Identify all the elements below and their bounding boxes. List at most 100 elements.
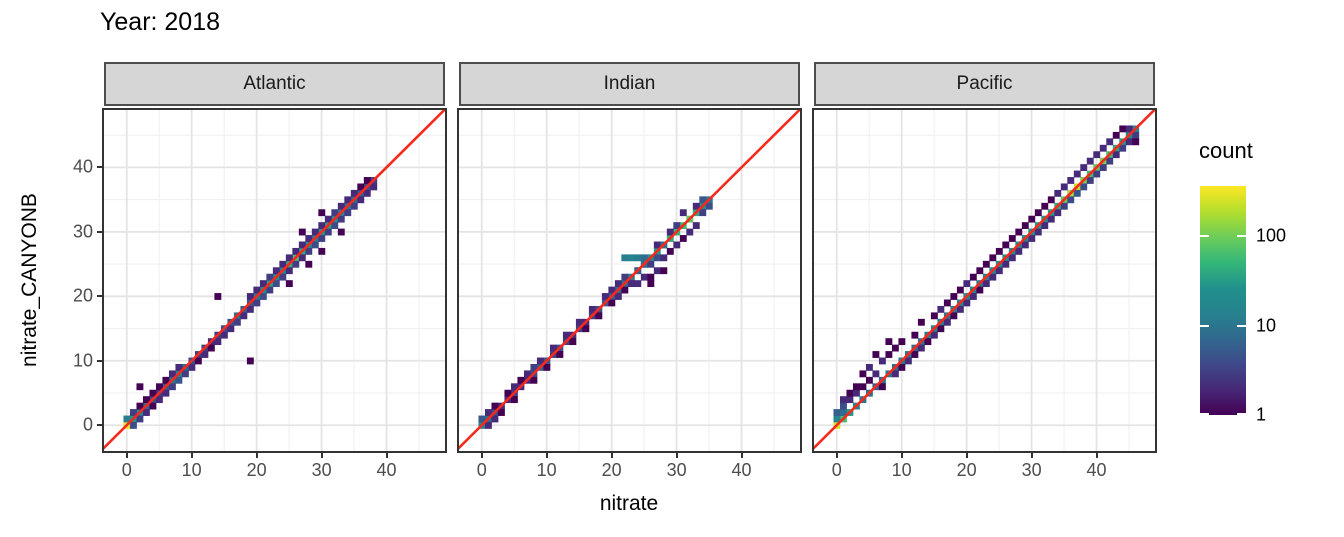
bin-tile bbox=[233, 318, 241, 326]
bin-tile bbox=[634, 254, 642, 262]
x-tick-label: 0 bbox=[831, 460, 842, 480]
bin-tile bbox=[259, 280, 267, 288]
facet-strip-label: Pacific bbox=[956, 73, 1013, 94]
bin-tile bbox=[917, 318, 925, 326]
x-tick-label: 0 bbox=[476, 460, 487, 480]
bin-tile bbox=[976, 286, 984, 294]
bin-tile bbox=[491, 402, 499, 410]
facet-strip-pacific: Pacific bbox=[814, 62, 1155, 106]
bin-tile bbox=[937, 305, 945, 313]
bin-tile bbox=[692, 202, 700, 210]
bin-tile bbox=[298, 228, 306, 236]
panel-canvas bbox=[459, 110, 800, 451]
bin-tile bbox=[207, 344, 215, 352]
bin-tile bbox=[911, 351, 919, 358]
bin-tile bbox=[562, 331, 570, 339]
bin-tile bbox=[885, 338, 893, 346]
bin-tile bbox=[331, 222, 339, 230]
x-tick-label: 30 bbox=[311, 460, 332, 480]
bin-tile bbox=[188, 363, 196, 371]
bin-tile bbox=[1002, 241, 1010, 249]
bin-tile bbox=[292, 247, 300, 255]
bin-tile bbox=[989, 273, 997, 281]
bin-tile bbox=[627, 280, 635, 288]
x-tick bbox=[675, 451, 678, 458]
bin-tile bbox=[1021, 241, 1029, 249]
bin-tile bbox=[614, 280, 622, 288]
bin-tile bbox=[989, 254, 997, 262]
bin-tile bbox=[370, 183, 378, 191]
bin-tile bbox=[956, 286, 964, 294]
bin-tile bbox=[357, 183, 365, 191]
x-tick-label: 10 bbox=[891, 460, 912, 480]
bin-tile bbox=[898, 363, 906, 371]
bin-tile bbox=[266, 286, 274, 294]
y-tick-label: 20 bbox=[72, 285, 93, 306]
bin-tile bbox=[569, 338, 577, 346]
legend-tick bbox=[1200, 413, 1209, 415]
x-tick bbox=[835, 451, 838, 458]
bin-tile bbox=[943, 299, 951, 307]
bin-tile bbox=[331, 209, 339, 217]
bin-tile bbox=[705, 202, 713, 210]
bin-tile bbox=[253, 299, 261, 307]
bin-tile bbox=[1093, 170, 1101, 178]
y-tick bbox=[97, 166, 104, 169]
bin-tile bbox=[285, 254, 293, 262]
bin-tile bbox=[129, 421, 137, 429]
bin-tile bbox=[878, 383, 886, 391]
bin-tile bbox=[588, 305, 596, 313]
bin-tile bbox=[149, 402, 157, 410]
bin-tile bbox=[846, 389, 854, 397]
bin-tile bbox=[833, 415, 841, 423]
bin-tile bbox=[673, 241, 681, 249]
bin-tile bbox=[839, 409, 847, 416]
identity-line bbox=[814, 110, 1155, 450]
bin-tile bbox=[575, 318, 583, 326]
bin-tile bbox=[484, 409, 492, 416]
bin-tile bbox=[608, 286, 616, 294]
bin-tile bbox=[175, 363, 183, 371]
legend-tick bbox=[1237, 324, 1246, 327]
bin-tile bbox=[865, 363, 873, 371]
bin-tile bbox=[1008, 235, 1016, 242]
bin-tile bbox=[1099, 164, 1107, 171]
identity-line bbox=[459, 110, 800, 450]
x-tick bbox=[190, 451, 193, 458]
facet-strip-indian: Indian bbox=[459, 62, 800, 106]
bin-tile bbox=[924, 338, 932, 346]
bin-tile bbox=[311, 228, 319, 236]
bin-tile bbox=[227, 325, 235, 333]
bin-tile bbox=[937, 325, 945, 333]
bin-tile bbox=[911, 331, 919, 339]
bin-tile bbox=[142, 396, 150, 404]
facet-panel-atlantic bbox=[102, 108, 447, 453]
facet-strip-label: Atlantic bbox=[243, 73, 306, 94]
bin-tile bbox=[279, 273, 287, 281]
y-tick-label: 40 bbox=[72, 156, 93, 177]
bin-tile bbox=[839, 402, 847, 410]
x-axis-title: nitrate bbox=[599, 492, 659, 515]
y-tick-label: 0 bbox=[82, 414, 93, 435]
bin-tile bbox=[1002, 260, 1010, 268]
bin-tile bbox=[149, 389, 157, 397]
bin-tile bbox=[266, 273, 274, 281]
bin-tile bbox=[168, 370, 176, 378]
bin-tile bbox=[357, 196, 365, 204]
panel-canvas bbox=[814, 110, 1155, 451]
bin-tile bbox=[1080, 183, 1088, 191]
bin-tile bbox=[1080, 164, 1088, 171]
bin-tile bbox=[1008, 254, 1016, 262]
bin-tile bbox=[653, 267, 661, 275]
bin-tile bbox=[298, 241, 306, 249]
bin-tile bbox=[543, 363, 551, 371]
legend-tick bbox=[1200, 235, 1209, 238]
bin-tile bbox=[1073, 189, 1081, 197]
bin-tile bbox=[1060, 202, 1068, 210]
x-tick bbox=[255, 451, 258, 458]
bin-tile bbox=[627, 254, 635, 262]
legend-title: count bbox=[1199, 138, 1253, 163]
bin-tile bbox=[699, 209, 707, 217]
bin-tile bbox=[956, 305, 964, 313]
bin-tile bbox=[279, 260, 287, 268]
